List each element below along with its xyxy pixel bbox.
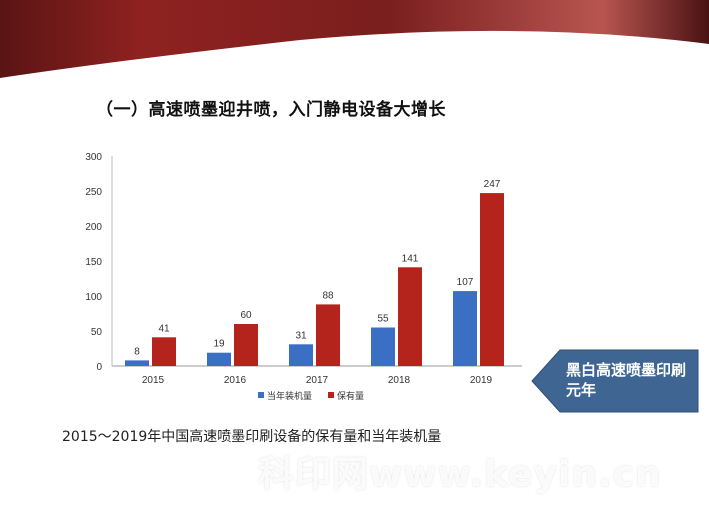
x-tick-label: 2017 <box>306 375 329 386</box>
legend-swatch <box>328 392 334 398</box>
y-tick-label: 250 <box>85 187 102 198</box>
y-tick-label: 200 <box>85 222 102 233</box>
bar-installed <box>207 352 231 366</box>
x-tick-label: 2018 <box>388 375 411 386</box>
bar-installed <box>371 327 395 366</box>
bar-stock <box>480 193 504 366</box>
header-banner <box>0 0 709 78</box>
y-tick-label: 300 <box>85 152 102 163</box>
bar-stock <box>234 324 258 366</box>
bar-installed <box>453 291 477 366</box>
legend-swatch <box>258 392 264 398</box>
bar-stock <box>152 337 176 366</box>
data-label: 107 <box>457 277 474 288</box>
data-label: 55 <box>377 314 389 325</box>
data-label: 8 <box>134 346 140 357</box>
y-tick-label: 150 <box>85 257 102 268</box>
data-label: 41 <box>158 323 170 334</box>
watermark: 科印网www.keyin.cn <box>258 454 662 495</box>
bar-stock <box>398 267 422 366</box>
y-tick-label: 0 <box>96 362 102 373</box>
x-tick-label: 2016 <box>224 375 247 386</box>
data-label: 141 <box>402 253 419 264</box>
callout-text: 黑白高速喷墨印刷元年 <box>566 361 687 399</box>
data-label: 19 <box>213 339 225 350</box>
y-tick-label: 50 <box>91 327 103 338</box>
x-tick-label: 2015 <box>142 375 165 386</box>
slide-title: （一）高速喷墨迎井喷，入门静电设备大增长 <box>96 100 446 120</box>
chart-caption: 2015～2019年中国高速喷墨印刷设备的保有量和当年装机量 <box>62 429 442 445</box>
y-tick-label: 100 <box>85 292 102 303</box>
x-tick-label: 2019 <box>470 375 493 386</box>
legend-label: 保有量 <box>337 390 364 402</box>
legend-label: 当年装机量 <box>267 390 312 402</box>
data-label: 247 <box>484 179 501 190</box>
bar-stock <box>316 304 340 366</box>
bar-installed <box>289 344 313 366</box>
bar-installed <box>125 360 149 366</box>
callout-arrow-shape <box>531 349 699 413</box>
data-label: 31 <box>295 330 307 341</box>
data-label: 88 <box>322 290 334 301</box>
data-label: 60 <box>240 310 252 321</box>
